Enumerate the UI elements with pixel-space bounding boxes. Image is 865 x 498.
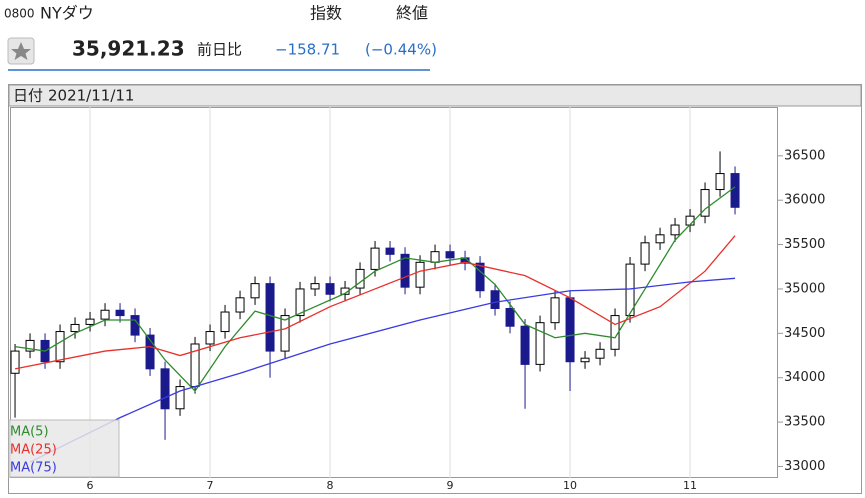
y-tick-label: 34500 (784, 326, 825, 341)
candle-body (730, 173, 740, 208)
y-tick-label: 35000 (784, 281, 825, 296)
x-tick-label: 9 (447, 479, 454, 492)
candle-body (265, 283, 275, 352)
x-tick-label: 10 (563, 479, 577, 492)
legend-entry: MA(25) (10, 443, 57, 458)
candle-body (550, 297, 560, 324)
candle-body (430, 251, 440, 263)
y-tick-label: 33000 (784, 459, 825, 474)
candle-body (415, 261, 425, 288)
candle-body (295, 288, 305, 317)
candle-body (625, 263, 635, 317)
candle-body (505, 307, 515, 327)
y-tick-label: 34000 (784, 370, 825, 385)
price: 35,921.23 (72, 37, 185, 61)
candle-body (130, 315, 140, 336)
candle-body (70, 323, 80, 333)
y-tick-label: 35500 (784, 237, 825, 252)
candle-body (310, 283, 320, 290)
candle-body (160, 368, 170, 410)
candle-body (400, 253, 410, 288)
candle-body (700, 189, 710, 217)
date: 2021/11/11 (48, 87, 134, 105)
y-tick-label: 36500 (784, 148, 825, 163)
candle-body (205, 331, 215, 345)
candle-body (235, 297, 245, 313)
ma-line (14, 186, 736, 393)
y-tick-label: 36000 (784, 193, 825, 208)
candle-body (250, 283, 260, 299)
candle-body (100, 309, 110, 320)
candle-body (25, 339, 35, 352)
candle-body (370, 247, 380, 270)
change: −158.71 (275, 41, 340, 59)
legend-entry: MA(75) (10, 461, 57, 476)
candle-body (580, 357, 590, 363)
candle-body (715, 173, 725, 191)
candle-body (325, 283, 335, 295)
plot-area (10, 107, 778, 478)
candle-body (640, 242, 650, 265)
candle-body (670, 224, 680, 236)
x-tick-label: 7 (207, 479, 214, 492)
candle-body (655, 234, 665, 244)
candle-body (55, 331, 65, 363)
x-tick-label: 8 (327, 479, 334, 492)
candle-body (175, 386, 185, 410)
x-tick-label: 11 (683, 479, 697, 492)
x-tick-label: 6 (87, 479, 94, 492)
y-tick-label: 33500 (784, 415, 825, 430)
price-type: 終値 (396, 4, 428, 23)
candle-body (490, 290, 500, 309)
candle-body (85, 318, 95, 325)
candle-body (115, 309, 125, 317)
ma-line (29, 277, 736, 463)
candle-body (445, 251, 455, 259)
candle-body (220, 311, 230, 333)
candle-body (355, 268, 365, 289)
candle-body (145, 334, 155, 370)
ma-line (14, 235, 736, 370)
legend-box (8, 419, 120, 478)
name: NYダウ (40, 4, 94, 23)
candle-body (385, 247, 395, 255)
star-icon (11, 42, 31, 60)
index-type: 指数 (310, 4, 342, 23)
candle-body (280, 315, 290, 352)
legend-entry: MA(5) (10, 425, 49, 440)
candle-body (565, 297, 575, 363)
candle-body (520, 325, 530, 365)
date-label: 日付 (13, 87, 43, 105)
candle-body (535, 322, 545, 365)
candle-body (595, 348, 605, 359)
date-bar (8, 84, 862, 107)
code: 0800 (4, 7, 35, 21)
candle-body (475, 262, 485, 292)
change-label: 前日比 (197, 41, 242, 59)
change-pct: (−0.44%) (365, 41, 437, 59)
candle-body (10, 350, 20, 374)
